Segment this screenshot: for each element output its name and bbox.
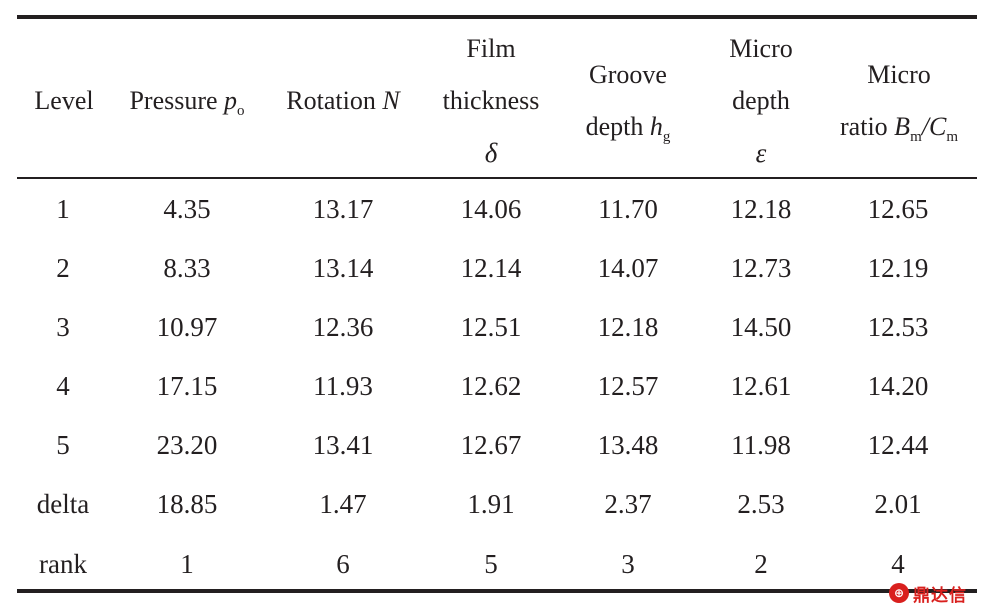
header-microratio-sub1: m (910, 129, 922, 145)
header-microratio-line1: Micro (867, 60, 931, 89)
table-cell: 11.93 (313, 371, 373, 401)
header-rotation-text: Rotation (286, 86, 376, 115)
table-cell: 14.07 (597, 253, 659, 283)
table-cell: 2 (754, 549, 768, 579)
table-cell: 2.01 (874, 489, 922, 519)
header-film-symbol: δ (484, 138, 498, 168)
row-label-cell: 4 (56, 371, 70, 401)
table-cell: 12.14 (460, 253, 522, 283)
table-cell: 12.18 (730, 194, 792, 224)
table-cell: 1 (180, 549, 194, 579)
table-cell: 13.14 (312, 253, 374, 283)
table-cell: 8.33 (163, 253, 211, 283)
table-cell: 14.06 (460, 194, 522, 224)
header-rotation: Rotation N (268, 88, 418, 114)
table-cell: 2.37 (604, 489, 652, 519)
table-cell: 13.17 (312, 194, 374, 224)
table-cell: 12.62 (460, 371, 522, 401)
header-groove-subscript: g (662, 129, 671, 145)
table-cell: 12.65 (867, 194, 929, 224)
table-cell: 12.67 (460, 430, 522, 460)
table-cell: 11.98 (731, 430, 791, 460)
row-label-cell: delta (36, 489, 90, 519)
table-cell: 1.91 (467, 489, 515, 519)
table-cell: 23.20 (156, 430, 218, 460)
table-cell: 6 (336, 549, 350, 579)
table-cell: 11.70 (598, 194, 658, 224)
header-microratio-symbol1: B (894, 112, 911, 141)
header-groove-depth: Groove depth hg (564, 62, 692, 150)
table-top-rule (17, 15, 977, 19)
table-cell: 10.97 (156, 312, 218, 342)
table-cell: 5 (484, 549, 498, 579)
header-pressure-subscript: o (237, 103, 245, 119)
header-microratio-line2: ratio (840, 112, 888, 141)
table-cell: 13.41 (312, 430, 374, 460)
row-label-cell: 1 (56, 194, 70, 224)
logo-text: 鼎达信 (913, 585, 967, 606)
header-micro-depth: Micro depth ε (692, 34, 830, 168)
header-pressure-text: Pressure (129, 86, 218, 115)
header-rotation-symbol: N (382, 86, 400, 115)
table-cell: 12.36 (312, 312, 374, 342)
row-label-cell: 3 (56, 312, 70, 342)
header-microratio-slash: / (921, 112, 929, 141)
table-cell: 1.47 (319, 489, 367, 519)
header-pressure-symbol: p (224, 86, 238, 115)
table-cell: 14.50 (730, 312, 792, 342)
table-cell: 12.18 (597, 312, 659, 342)
table-cell: 14.20 (867, 371, 929, 401)
header-pressure: Pressure po (106, 88, 268, 124)
table-cell: 4 (891, 549, 905, 579)
table-cell: 3 (621, 549, 635, 579)
table-cell: 13.48 (597, 430, 659, 460)
row-label-cell: 5 (56, 430, 70, 460)
header-microratio-line2-wrap: ratio Bm/Cm (818, 114, 980, 150)
header-level: Level (34, 86, 94, 115)
header-micro-ratio: Micro ratio Bm/Cm (818, 62, 980, 150)
table-bottom-rule (17, 589, 977, 593)
table-cell: 12.51 (460, 312, 522, 342)
table-cell: 12.44 (867, 430, 929, 460)
header-groove-line2: depth (585, 112, 644, 141)
header-film-thickness: Film thickness δ (418, 34, 564, 168)
header-microratio-sub2: m (946, 129, 958, 145)
header-microdepth-line1: Micro (729, 34, 793, 63)
table-cell: 12.19 (867, 253, 929, 283)
table-cell: 2.53 (737, 489, 785, 519)
table-header-rule (17, 177, 977, 179)
table-cell: 12.61 (730, 371, 792, 401)
logo-icon: ⊕ (889, 583, 909, 603)
table-cell: 12.57 (597, 371, 659, 401)
header-microdepth-line2: depth (732, 86, 790, 115)
table-cell: 4.35 (163, 194, 211, 224)
watermark-logo: ⊕ 鼎达信 (889, 580, 991, 606)
table-cell: 12.53 (867, 312, 929, 342)
table-cell: 17.15 (156, 371, 218, 401)
header-groove-symbol: h (649, 112, 663, 141)
header-film-line2: thickness (442, 86, 540, 115)
table-cell: 18.85 (156, 489, 218, 519)
row-label-cell: 2 (56, 253, 70, 283)
header-microratio-symbol2: C (928, 112, 947, 141)
header-microdepth-symbol: ε (755, 138, 767, 168)
header-groove-line1: Groove (589, 60, 667, 89)
header-groove-line2-wrap: depth hg (564, 114, 692, 150)
row-label-cell: rank (39, 549, 87, 579)
header-film-line1: Film (466, 34, 516, 63)
table-cell: 12.73 (730, 253, 792, 283)
